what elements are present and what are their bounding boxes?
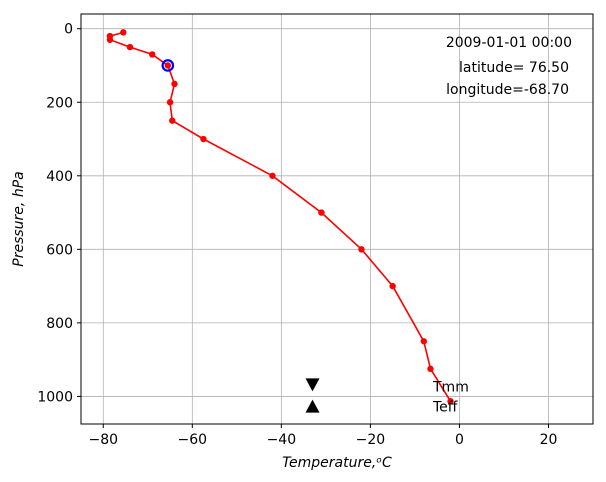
y-tick-label: 0	[64, 22, 73, 38]
x-tick-label: −40	[267, 432, 297, 448]
marker-group: Tmm Teff	[305, 378, 469, 416]
x-axis-label: Temperature,ᵒC	[282, 455, 392, 471]
longitude-annotation: longitude=-68.70	[446, 82, 569, 98]
data-point	[126, 43, 134, 51]
data-point	[149, 51, 156, 58]
teff-marker	[305, 399, 320, 413]
profile-line	[109, 31, 452, 402]
data-point	[120, 29, 127, 36]
data-point	[389, 282, 396, 290]
data-point	[420, 338, 428, 345]
data-point	[171, 80, 178, 88]
x-tick-label: 20	[540, 432, 558, 448]
y-tick-label: 200	[46, 95, 73, 111]
tmm-marker	[305, 378, 320, 392]
grid	[81, 14, 593, 424]
plot-frame	[80, 13, 594, 425]
y-tick-label: 800	[46, 316, 73, 332]
data-point	[318, 209, 325, 216]
y-tick-label: 600	[46, 242, 73, 258]
date-annotation: 2009-01-01 00:00	[446, 35, 572, 51]
data-point	[358, 246, 365, 253]
data-point	[166, 99, 174, 106]
x-tick-label: 0	[455, 432, 464, 448]
data-point	[169, 117, 176, 124]
y-tick-label: 400	[46, 169, 73, 185]
data-point	[427, 365, 434, 373]
data-point	[164, 62, 172, 69]
latitude-annotation: latitude= 76.50	[459, 60, 569, 76]
data-point	[200, 135, 207, 143]
data-point	[269, 172, 276, 179]
data-point	[106, 32, 114, 40]
y-axis-label: Pressure, hPa	[11, 171, 27, 266]
teff-label: Teff	[432, 400, 458, 416]
x-tick-label: −20	[356, 432, 386, 448]
x-tick-label: −80	[88, 432, 118, 448]
x-tick-label: −60	[178, 432, 208, 448]
series-group	[106, 29, 454, 405]
highlight-point	[161, 59, 175, 72]
tmm-label: Tmm	[432, 379, 469, 395]
y-tick-label: 1000	[37, 389, 73, 405]
data-point	[447, 398, 454, 405]
